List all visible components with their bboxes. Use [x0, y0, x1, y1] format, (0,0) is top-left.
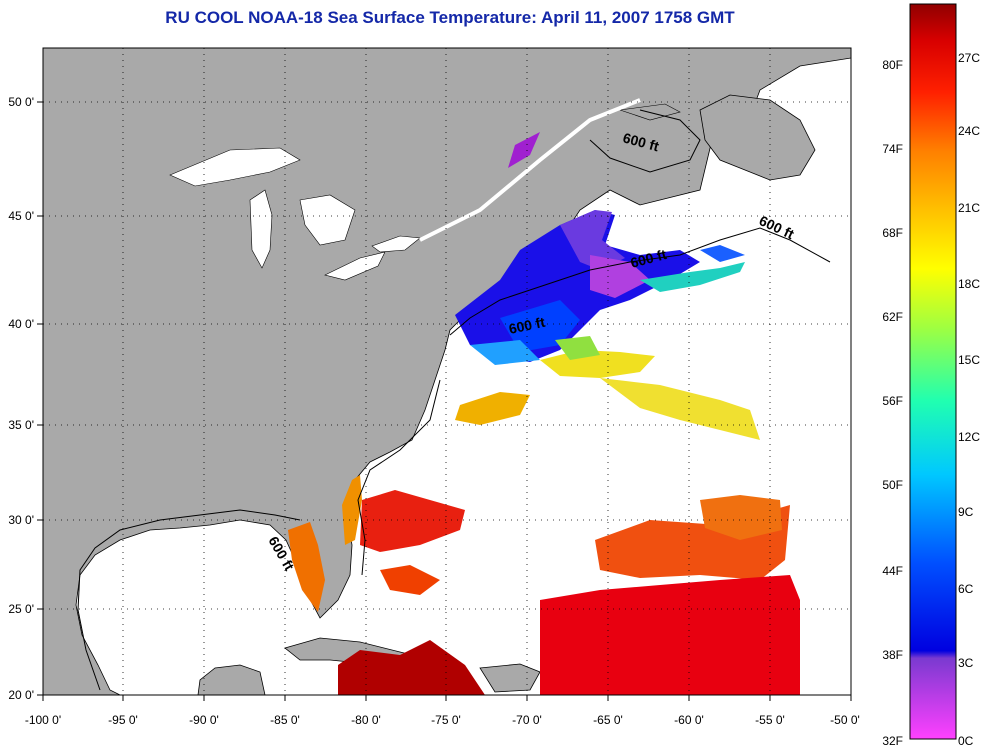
- colorbar-f-label: 50F: [882, 478, 903, 492]
- lon-label: -70 0': [512, 713, 542, 727]
- colorbar-f-label: 62F: [882, 310, 903, 324]
- lat-label: 25 0': [8, 602, 34, 616]
- land-mass: [43, 48, 851, 695]
- lon-label: -80 0': [351, 713, 381, 727]
- lon-label: -60 0': [674, 713, 704, 727]
- colorbar-f-label: 56F: [882, 394, 903, 408]
- yucatan-peninsula: [197, 664, 266, 695]
- tick-marks: [37, 101, 852, 701]
- colorbar: [909, 3, 957, 740]
- colorbar-c-label: 24C: [958, 124, 980, 138]
- lon-label: -100 0': [25, 713, 61, 727]
- sst-data-layer: [288, 132, 800, 695]
- latitude-labels: 50 0' 45 0' 40 0' 35 0' 30 0' 25 0' 20 0…: [8, 95, 34, 702]
- map-frame: [42, 47, 852, 696]
- isobath-lines: [77, 109, 831, 691]
- lon-label: -85 0': [270, 713, 300, 727]
- lat-label: 20 0': [8, 688, 34, 702]
- colorbar-c-label: 9C: [958, 505, 974, 519]
- isobath-label-mid-atlantic: 600 ft: [507, 314, 546, 337]
- hispaniola: [479, 663, 541, 693]
- lon-label: -90 0': [189, 713, 219, 727]
- lat-label: 50 0': [8, 95, 34, 109]
- lat-label: 35 0': [8, 418, 34, 432]
- st-lawrence-river: [419, 98, 641, 242]
- colorbar-c-label: 21C: [958, 201, 980, 215]
- colorbar-f-label: 44F: [882, 564, 903, 578]
- colorbar-c-label: 27C: [958, 51, 980, 65]
- colorbar-fahrenheit-labels: 80F 74F 68F 62F 56F 50F 44F 38F 32F: [882, 58, 903, 748]
- colorbar-f-label: 74F: [882, 142, 903, 156]
- lon-label: -95 0': [108, 713, 138, 727]
- colorbar-f-label: 32F: [882, 734, 903, 748]
- lon-label: -65 0': [593, 713, 623, 727]
- colorbar-c-label: 3C: [958, 656, 974, 670]
- lon-label: -75 0': [431, 713, 461, 727]
- map-title: RU COOL NOAA-18 Sea Surface Temperature:…: [165, 8, 735, 27]
- lat-label: 40 0': [8, 317, 34, 331]
- colorbar-f-label: 80F: [882, 58, 903, 72]
- lon-label: -50 0': [830, 713, 860, 727]
- lat-label: 30 0': [8, 513, 34, 527]
- great-lakes: [169, 147, 421, 281]
- colorbar-c-label: 18C: [958, 277, 980, 291]
- longitude-labels: -100 0' -95 0' -90 0' -85 0' -80 0' -75 …: [25, 713, 860, 727]
- colorbar-c-label: 0C: [958, 734, 974, 748]
- colorbar-f-label: 68F: [882, 226, 903, 240]
- colorbar-c-label: 12C: [958, 430, 980, 444]
- newfoundland: [699, 94, 816, 181]
- lon-label: -55 0': [755, 713, 785, 727]
- colorbar-f-label: 38F: [882, 648, 903, 662]
- lat-label: 45 0': [8, 209, 34, 223]
- colorbar-c-label: 6C: [958, 582, 974, 596]
- colorbar-c-label: 15C: [958, 353, 980, 367]
- colorbar-celsius-labels: 27C 24C 21C 18C 15C 12C 9C 6C 3C 0C: [958, 51, 980, 748]
